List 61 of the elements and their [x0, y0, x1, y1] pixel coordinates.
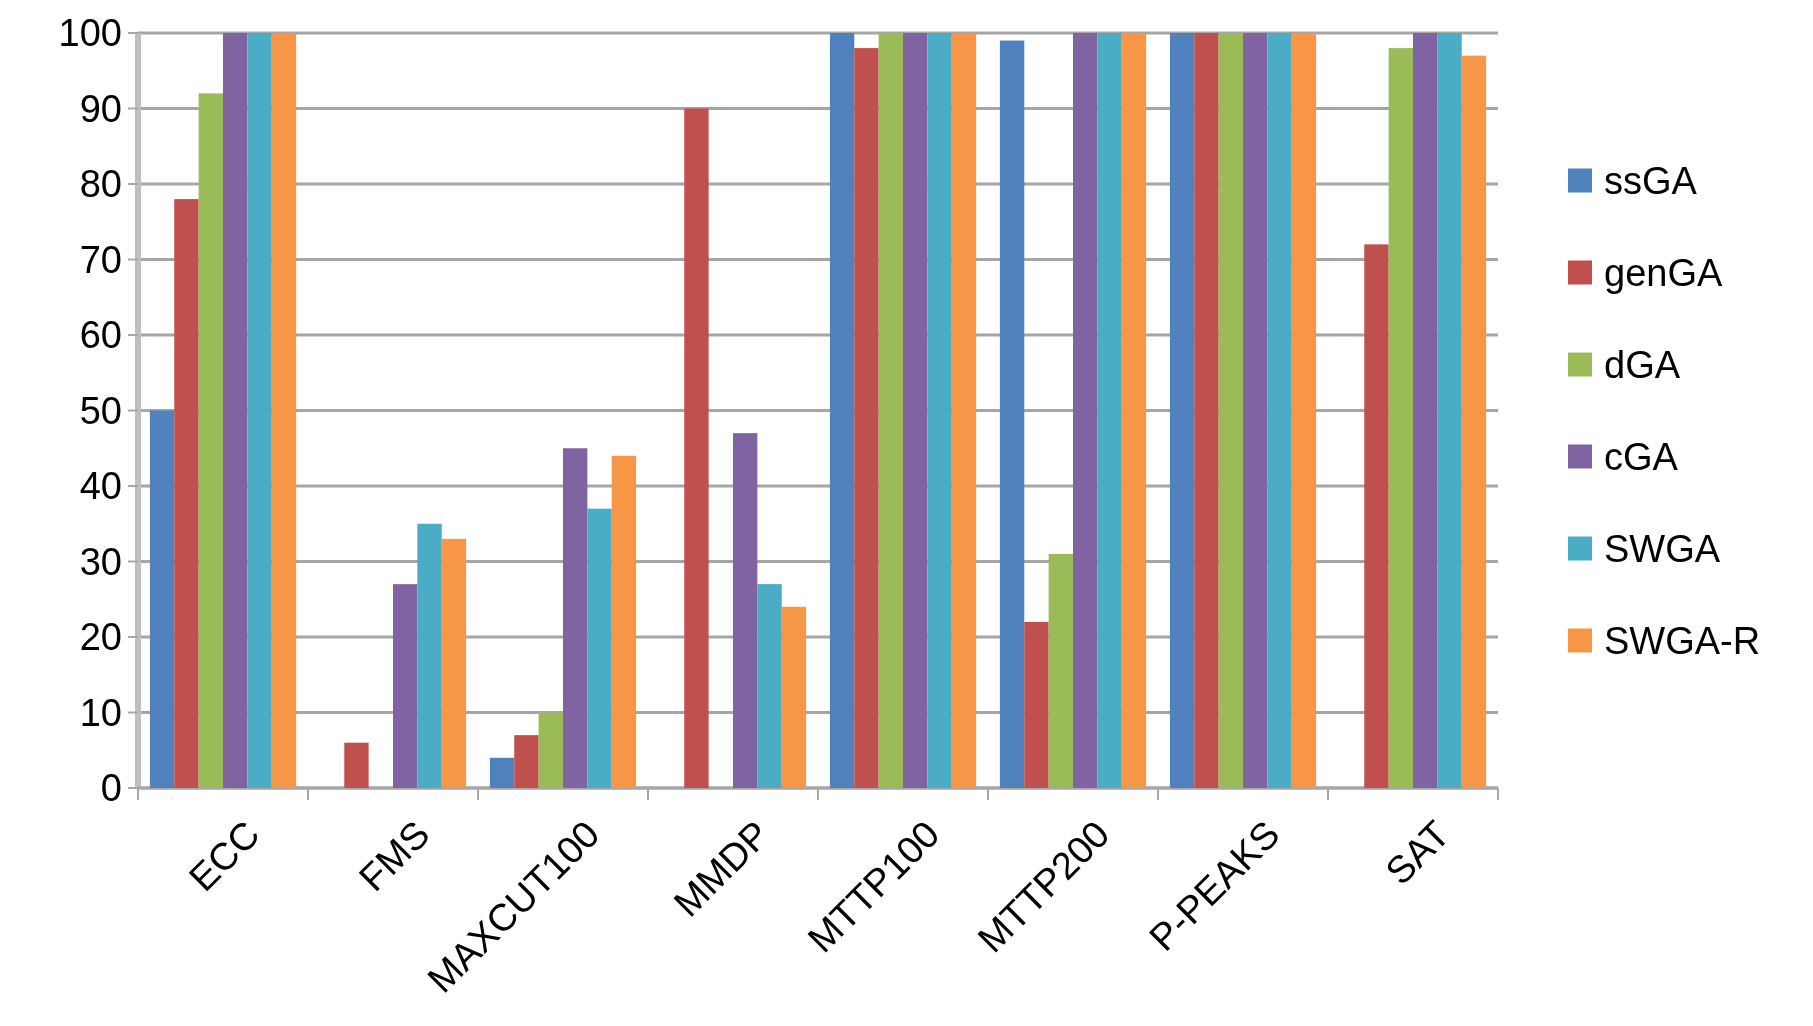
y-tick-label: 30 [79, 540, 122, 583]
bar [1437, 33, 1462, 788]
bar [611, 455, 637, 788]
bar [563, 448, 588, 788]
bar [1218, 33, 1243, 788]
y-tick-label: 70 [79, 238, 122, 281]
bar [999, 40, 1025, 788]
bar [878, 33, 903, 788]
bar [489, 757, 515, 788]
bar [1388, 48, 1413, 788]
bar [903, 33, 928, 788]
bar [441, 538, 467, 788]
bar [1413, 33, 1438, 788]
bar [854, 48, 879, 788]
bar [829, 33, 855, 788]
legend-label: SWGA-R [1604, 619, 1761, 662]
bar [393, 584, 418, 788]
bar [951, 33, 977, 788]
y-tick-label: 90 [79, 87, 122, 130]
bar [1097, 33, 1122, 788]
bar [1267, 33, 1292, 788]
bar [1073, 33, 1098, 788]
bar [1291, 33, 1317, 788]
y-tick-label: 100 [58, 12, 122, 55]
bar [1243, 33, 1268, 788]
y-tick-label: 80 [79, 163, 122, 206]
y-tick-label: 20 [79, 616, 122, 659]
legend-label: cGA [1604, 435, 1679, 478]
bar [757, 584, 782, 788]
bar [684, 108, 709, 788]
bar [1461, 55, 1487, 788]
bar [417, 523, 442, 788]
bar [223, 33, 248, 788]
legend-label: ssGA [1604, 159, 1698, 202]
bar [927, 33, 952, 788]
bar [174, 199, 199, 788]
bar [1024, 621, 1049, 788]
bar [1121, 33, 1147, 788]
bar [1169, 33, 1195, 788]
bar [514, 735, 539, 788]
y-tick-label: 10 [79, 691, 122, 734]
bar [781, 606, 807, 788]
legend-label: dGA [1604, 343, 1681, 386]
bar [1194, 33, 1219, 788]
bar [344, 742, 369, 788]
bar [587, 508, 612, 788]
y-tick-label: 50 [79, 389, 122, 432]
bar [1048, 553, 1073, 788]
bar [1364, 244, 1389, 788]
x-tick-label: SAT [1377, 812, 1458, 893]
bar [149, 410, 175, 788]
bar [538, 712, 563, 788]
y-tick-label: 0 [100, 767, 122, 810]
y-tick-label: 60 [79, 314, 122, 357]
bar [733, 433, 758, 788]
bar [198, 93, 223, 788]
y-tick-label: 40 [79, 465, 122, 508]
legend-label: SWGA [1604, 527, 1721, 570]
bar [271, 33, 297, 788]
bar [247, 33, 272, 788]
legend-label: genGA [1604, 251, 1723, 294]
